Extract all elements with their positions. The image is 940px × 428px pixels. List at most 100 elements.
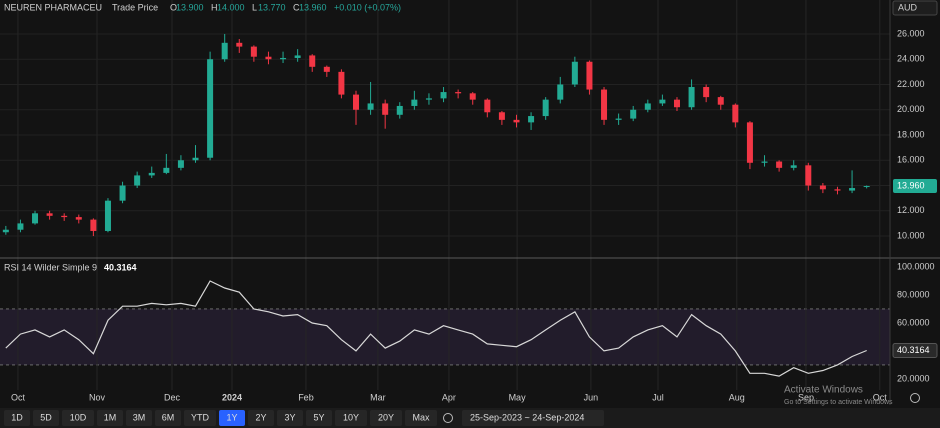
x-tick-label: May <box>509 392 527 402</box>
range-label[interactable]: 5Y <box>313 412 324 422</box>
range-button[interactable] <box>4 410 30 426</box>
rsi-tick-label: 100.0000 <box>897 261 935 271</box>
quote-value: 13.900 <box>176 2 204 12</box>
candle-body <box>455 92 462 94</box>
range-label[interactable]: 10Y <box>343 412 359 422</box>
candle-body <box>425 98 432 100</box>
range-label[interactable]: 1D <box>11 412 23 422</box>
candle-body <box>571 61 578 85</box>
candle-body <box>90 219 97 231</box>
y-tick-label: 22.000 <box>897 79 925 89</box>
range-label[interactable]: 1Y <box>226 412 237 422</box>
range-button[interactable] <box>97 410 123 426</box>
candle-body <box>367 103 374 110</box>
currency-box <box>892 0 938 16</box>
x-tick-label: Oct <box>873 392 888 402</box>
y-tick-label: 10.000 <box>897 230 925 240</box>
range-button[interactable] <box>126 410 152 426</box>
range-button[interactable] <box>370 410 402 426</box>
range-button[interactable] <box>306 410 332 426</box>
range-button[interactable] <box>248 410 274 426</box>
range-label[interactable]: 1M <box>104 412 117 422</box>
candle-body <box>104 200 111 231</box>
range-button[interactable] <box>33 410 59 426</box>
range-settings[interactable] <box>443 413 453 423</box>
range-label[interactable]: 10D <box>70 412 87 422</box>
candle-body <box>746 122 753 163</box>
currency: AUD <box>898 2 918 12</box>
quote-key: C <box>293 2 300 12</box>
candle-body <box>863 186 870 188</box>
range-label[interactable]: YTD <box>191 412 210 422</box>
x-tick-label: Nov <box>89 392 106 402</box>
watermark: Go to Settings to activate Windows <box>784 399 893 406</box>
candle-body <box>834 189 841 191</box>
x-tick-label: Apr <box>442 392 456 402</box>
rsi-tick-label: 20.0000 <box>897 373 930 383</box>
candle-body <box>732 104 739 123</box>
range-button[interactable] <box>405 410 437 426</box>
candle-body <box>280 57 287 60</box>
rsi-tick-label: 80.0000 <box>897 289 930 299</box>
instrument-name: NEUREN PHARMACEU <box>4 2 102 12</box>
quote-key: L <box>252 2 257 12</box>
y-tick-label: 12.000 <box>897 205 925 215</box>
candle-body <box>265 56 272 60</box>
range-button[interactable] <box>62 410 94 426</box>
rsi-title: RSI 14 Wilder Simple 9 <box>4 262 97 272</box>
candle-body <box>528 116 535 123</box>
range-label[interactable]: 3M <box>133 412 146 422</box>
x-tick-label: Sep <box>798 392 814 402</box>
rsi-tick-label: 60.0000 <box>897 317 930 327</box>
range-button[interactable] <box>335 410 367 426</box>
x-tick-label: Dec <box>164 392 181 402</box>
candle-body <box>761 161 768 163</box>
candle-body <box>557 84 564 100</box>
last-price-label: 13.960 <box>897 180 925 190</box>
range-label[interactable]: 2Y <box>255 412 266 422</box>
range-label[interactable]: 5D <box>40 412 52 422</box>
candle-body <box>17 223 24 230</box>
candle-body <box>207 59 214 158</box>
range-label[interactable]: 20Y <box>378 412 394 422</box>
x-tick-label: 2024 <box>222 392 242 402</box>
date-range-box[interactable] <box>462 410 604 426</box>
x-tick-label: Oct <box>11 392 26 402</box>
rsi-value-label: 40.3164 <box>897 345 930 355</box>
range-button[interactable] <box>277 410 303 426</box>
candle-body <box>717 97 724 105</box>
quote-value: 13.960 <box>299 2 327 12</box>
date-range[interactable]: 25-Sep-2023 ~ 24-Sep-2024 <box>470 412 584 422</box>
range-label[interactable]: Max <box>412 412 430 422</box>
x-tick-label: Jul <box>652 392 664 402</box>
candle-body <box>119 185 126 201</box>
candle-body <box>630 109 637 119</box>
quote-key: H <box>211 2 218 12</box>
candle-body <box>382 103 389 115</box>
candle-body <box>309 55 316 67</box>
candle-body <box>75 217 82 220</box>
candle-body <box>601 89 608 120</box>
watermark: Activate Windows <box>784 385 863 396</box>
candle-body <box>411 99 418 106</box>
candle-body <box>615 118 622 120</box>
candle-body <box>338 71 345 95</box>
range-label[interactable]: 3Y <box>284 412 295 422</box>
rsi-line <box>5 280 867 377</box>
candle-body <box>353 94 359 110</box>
x-tick-label: Aug <box>729 392 745 402</box>
quote-key: O <box>170 2 177 12</box>
range-label[interactable]: 6M <box>162 412 175 422</box>
candle-body <box>513 119 520 123</box>
candle-body <box>498 112 505 120</box>
quote-value: 13.770 <box>258 2 286 12</box>
range-button[interactable] <box>184 410 216 426</box>
settings-icon[interactable] <box>910 393 920 403</box>
candle-body <box>673 99 680 108</box>
candle-body <box>236 42 243 47</box>
candle-body <box>148 172 155 176</box>
candle-body <box>542 99 549 117</box>
range-button[interactable] <box>219 410 245 426</box>
candle-body <box>294 55 301 58</box>
range-button[interactable] <box>155 410 181 426</box>
